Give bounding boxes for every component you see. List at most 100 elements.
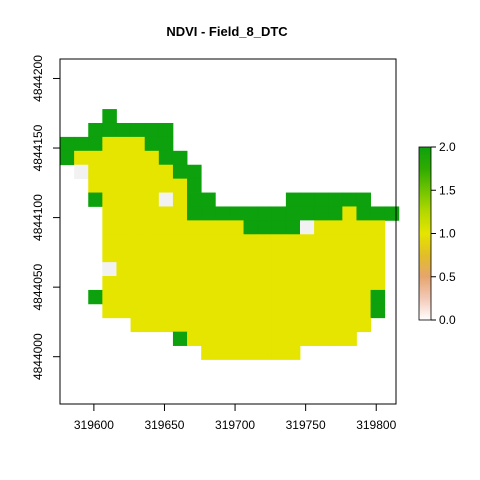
raster-cell xyxy=(314,262,329,277)
raster-cell xyxy=(300,262,315,277)
raster-cell xyxy=(229,317,244,333)
raster-cell xyxy=(257,331,273,346)
raster-cell xyxy=(229,276,244,291)
raster-cell xyxy=(158,317,174,333)
raster-cell xyxy=(144,178,160,193)
legend-colorbar xyxy=(418,146,432,321)
raster-cell xyxy=(271,331,287,346)
raster-cell xyxy=(74,150,89,166)
raster-cell xyxy=(201,345,216,360)
raster-cell xyxy=(144,317,160,333)
raster-cell xyxy=(370,276,386,291)
raster-cell xyxy=(158,248,174,263)
raster-cell xyxy=(285,303,301,319)
raster-cell xyxy=(187,276,202,291)
legend-ticks: 0.0 0.5 1.0 1.5 2.0 xyxy=(431,140,456,327)
raster-cell xyxy=(60,150,75,166)
raster-cell xyxy=(130,248,146,263)
raster-cell xyxy=(201,331,216,346)
raster-cell xyxy=(356,289,371,305)
raster-cell xyxy=(116,164,131,180)
raster-cell xyxy=(102,109,117,124)
raster-cell xyxy=(172,317,188,333)
raster-cell xyxy=(314,192,329,207)
raster-cell xyxy=(144,262,160,277)
color-legend: 0.0 0.5 1.0 1.5 2.0 xyxy=(418,140,456,327)
raster-cell xyxy=(201,234,216,249)
raster-cell xyxy=(187,164,202,180)
raster-cell xyxy=(187,248,202,263)
raster-cell xyxy=(356,276,371,291)
raster-cell xyxy=(130,234,146,249)
raster-cell xyxy=(116,192,131,207)
raster-cell xyxy=(370,206,386,221)
raster-cell xyxy=(144,248,160,263)
raster-cell xyxy=(158,206,174,221)
raster-cell xyxy=(172,262,188,277)
raster-cell xyxy=(342,206,357,221)
raster-cell xyxy=(158,234,174,249)
raster-cell xyxy=(88,164,103,180)
raster-cell xyxy=(144,122,160,138)
raster-cell xyxy=(102,164,117,180)
raster-cell xyxy=(187,178,202,193)
raster-cell xyxy=(370,234,386,249)
raster-cell xyxy=(342,262,357,277)
raster-cell xyxy=(243,248,259,263)
raster-cell xyxy=(172,178,188,193)
raster-cells xyxy=(60,109,400,360)
raster-cell xyxy=(328,276,343,291)
raster-cell xyxy=(130,136,146,152)
raster-cell xyxy=(158,122,174,138)
raster-cell xyxy=(201,303,216,319)
raster-cell xyxy=(257,289,273,305)
raster-cell xyxy=(158,220,174,235)
raster-cell xyxy=(187,303,202,319)
raster-cell xyxy=(215,289,230,305)
raster-cell xyxy=(300,234,315,249)
raster-cell xyxy=(285,289,301,305)
raster-cell xyxy=(116,150,131,166)
raster-cell xyxy=(328,248,343,263)
raster-cell xyxy=(384,206,400,221)
raster-cell xyxy=(257,234,273,249)
legend-tick-label: 0.5 xyxy=(439,270,456,284)
raster-cell xyxy=(102,136,117,152)
raster-cell xyxy=(285,192,301,207)
raster-cell xyxy=(285,276,301,291)
raster-cell xyxy=(187,317,202,333)
raster-cell xyxy=(187,206,202,221)
raster-cell xyxy=(285,262,301,277)
raster-cell xyxy=(257,276,273,291)
raster-cell xyxy=(158,136,174,152)
raster-cell xyxy=(158,192,174,207)
raster-cell xyxy=(271,317,287,333)
raster-cell xyxy=(328,234,343,249)
raster-cell xyxy=(74,164,89,180)
raster-cell xyxy=(243,276,259,291)
raster-cell xyxy=(130,122,146,138)
raster-cell xyxy=(328,220,343,235)
raster-cell xyxy=(271,248,287,263)
raster-cell xyxy=(257,345,273,360)
raster-cell xyxy=(300,331,315,346)
raster-cell xyxy=(285,248,301,263)
raster-cell xyxy=(271,289,287,305)
x-tick-label: 319700 xyxy=(215,418,255,432)
raster-cell xyxy=(102,192,117,207)
raster-cell xyxy=(356,206,371,221)
raster-cell xyxy=(370,220,386,235)
raster-cell xyxy=(158,164,174,180)
raster-cell xyxy=(271,206,287,221)
raster-cell xyxy=(328,289,343,305)
raster-cell xyxy=(172,192,188,207)
raster-cell xyxy=(74,136,89,152)
raster-cell xyxy=(88,192,103,207)
raster-cell xyxy=(158,178,174,193)
raster-cell xyxy=(229,234,244,249)
raster-cell xyxy=(314,206,329,221)
x-axis: 319600 319650 319700 319750 319800 xyxy=(74,404,397,432)
legend-tick-label: 1.0 xyxy=(439,227,456,241)
raster-cell xyxy=(300,276,315,291)
raster-cell xyxy=(300,220,315,235)
